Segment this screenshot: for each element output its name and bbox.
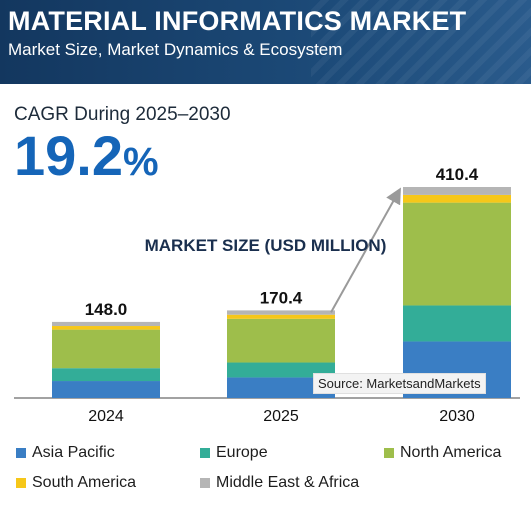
chart-title: MARKET SIZE (USD MILLION) [144, 236, 387, 255]
bar-segment-north-america-2025 [227, 318, 335, 363]
source-note: Source: MarketsandMarkets [313, 373, 486, 394]
legend-item: Asia Pacific [16, 444, 115, 462]
legend-label: North America [400, 444, 502, 461]
legend-swatch [200, 448, 210, 458]
bar-segment-middle-east-africa-2030 [403, 187, 511, 195]
legend-swatch [16, 478, 26, 488]
bar-segment-europe-2024 [52, 368, 160, 382]
bar-total-label: 170.4 [260, 288, 303, 307]
legend-item: North America [384, 444, 501, 462]
legend-label: Middle East & Africa [216, 474, 360, 491]
legend-label: Asia Pacific [32, 444, 115, 461]
growth-arrow [330, 187, 401, 313]
bar-segment-europe-2030 [403, 305, 511, 342]
x-tick-label: 2025 [263, 408, 299, 425]
report-title: MATERIAL INFORMATICS MARKET [8, 6, 467, 36]
legend-swatch [16, 448, 26, 458]
legend-swatch [384, 448, 394, 458]
header-banner: MATERIAL INFORMATICS MARKET Market Size,… [0, 0, 531, 84]
legend-label: Europe [216, 444, 268, 461]
bar-segment-asia-pacific-2024 [52, 381, 160, 398]
bar-total-label: 410.4 [436, 165, 479, 184]
bar-segment-europe-2025 [227, 362, 335, 378]
chart-legend: Asia Pacific Europe North America South Ame… [0, 444, 531, 504]
bar-segment-south-america-2024 [52, 326, 160, 330]
report-subtitle: Market Size, Market Dynamics & Ecosystem [8, 40, 343, 59]
cagr-number: 19.2 [14, 124, 123, 187]
bar-segment-asia-pacific-2025 [227, 377, 335, 398]
bar-segment-south-america-2025 [227, 314, 335, 319]
bar-segment-middle-east-africa-2024 [52, 321, 160, 327]
legend-label: South America [32, 474, 137, 491]
bar-total-label: 148.0 [85, 300, 128, 319]
cagr-value: 19.2% [14, 126, 159, 192]
bar-segment-north-america-2024 [52, 329, 160, 369]
x-tick-label: 2030 [439, 408, 475, 425]
legend-item: Europe [200, 444, 268, 462]
bar-segment-south-america-2030 [403, 194, 511, 203]
bar-segment-north-america-2030 [403, 202, 511, 306]
x-tick-label: 2024 [88, 408, 124, 425]
legend-swatch [200, 478, 210, 488]
cagr-unit: % [123, 140, 159, 184]
legend-item: South America [16, 474, 136, 492]
bar-segment-middle-east-africa-2025 [227, 310, 335, 315]
cagr-label: CAGR During 2025–2030 [14, 104, 231, 125]
legend-item: Middle East & Africa [200, 474, 359, 492]
